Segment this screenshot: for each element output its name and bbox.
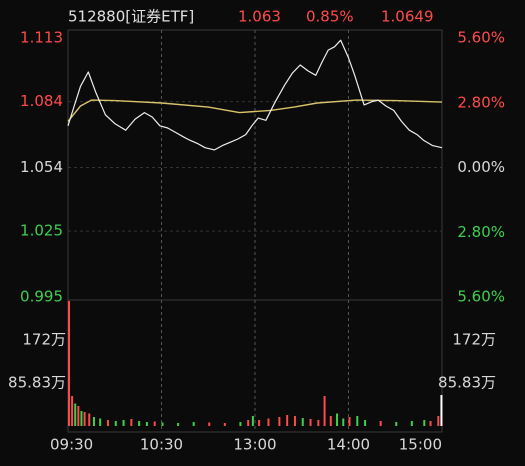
volume-tick-label: 85.83万 — [438, 374, 496, 392]
y2-tick-label: 0.00% — [457, 158, 505, 176]
change-percent: 0.85% — [306, 8, 354, 26]
volume-bar — [364, 420, 367, 426]
y-tick-label: 0.995 — [20, 288, 63, 306]
volume-bar — [348, 417, 351, 426]
volume-bar — [286, 415, 289, 426]
volume-bar — [329, 416, 332, 426]
x-tick-label: 10:30 — [140, 436, 183, 454]
volume-bar — [138, 421, 141, 426]
y2-tick-label: 5.60% — [457, 288, 505, 306]
volume-bar — [80, 411, 83, 426]
volume-bar — [106, 420, 109, 426]
x-tick-label: 15:00 — [399, 436, 442, 454]
volume-tick-label: 172万 — [452, 331, 496, 349]
volume-bar — [258, 420, 261, 426]
volume-bar — [145, 422, 148, 426]
volume-bar — [83, 412, 86, 426]
volume-bar — [278, 417, 281, 426]
volume-bar — [293, 416, 296, 426]
volume-bar — [239, 422, 242, 426]
y-tick-label: 1.054 — [20, 158, 63, 176]
volume-bar — [74, 403, 77, 426]
y-tick-label: 1.084 — [20, 92, 63, 110]
volume-bar — [317, 420, 320, 426]
volume-tick-label: 172万 — [22, 331, 66, 349]
volume-tick-label: 85.83万 — [8, 374, 66, 392]
x-tick-label: 14:00 — [327, 436, 370, 454]
volume-bar — [208, 422, 211, 426]
x-tick-label: 09:30 — [50, 436, 93, 454]
volume-bar — [177, 423, 180, 426]
volume-bar — [68, 301, 70, 426]
volume-bar — [161, 422, 164, 426]
volume-bar — [423, 420, 426, 426]
average-price: 1.0649 — [381, 8, 434, 26]
volume-bar — [395, 422, 398, 426]
y-tick-label: 1.113 — [20, 29, 63, 47]
volume-bar — [410, 421, 413, 426]
x-tick-label: 13:00 — [233, 436, 276, 454]
y2-tick-label: 5.60% — [457, 29, 505, 47]
volume-bar — [223, 423, 226, 426]
volume-bar — [122, 420, 125, 426]
volume-bar — [247, 420, 250, 426]
volume-bar — [323, 396, 326, 426]
y2-tick-label: 2.80% — [457, 223, 505, 241]
security-name: 512880[证券ETF] — [68, 8, 194, 26]
volume-bar — [71, 396, 74, 426]
volume-bar — [336, 413, 339, 426]
volume-bar — [440, 395, 443, 426]
volume-bar — [99, 418, 102, 426]
volume-bar — [251, 416, 254, 426]
volume-bar — [114, 421, 117, 426]
volume-bar — [77, 406, 80, 426]
volume-bar — [429, 421, 432, 426]
y-tick-label: 1.025 — [20, 222, 63, 240]
volume-bar — [379, 421, 382, 426]
volume-bar — [92, 417, 95, 426]
volume-bar — [153, 421, 156, 426]
volume-bar — [130, 419, 133, 426]
volume-bar — [437, 416, 440, 426]
last-price: 1.063 — [238, 8, 281, 26]
volume-bar — [192, 422, 195, 426]
y2-tick-label: 2.80% — [457, 93, 505, 111]
price-line — [67, 39, 443, 151]
volume-bar — [267, 418, 270, 426]
average-line — [67, 99, 443, 122]
volume-bar — [356, 416, 359, 426]
volume-bar — [88, 413, 91, 426]
volume-bar — [309, 419, 312, 426]
volume-bar — [301, 418, 304, 426]
volume-bar — [342, 418, 345, 426]
